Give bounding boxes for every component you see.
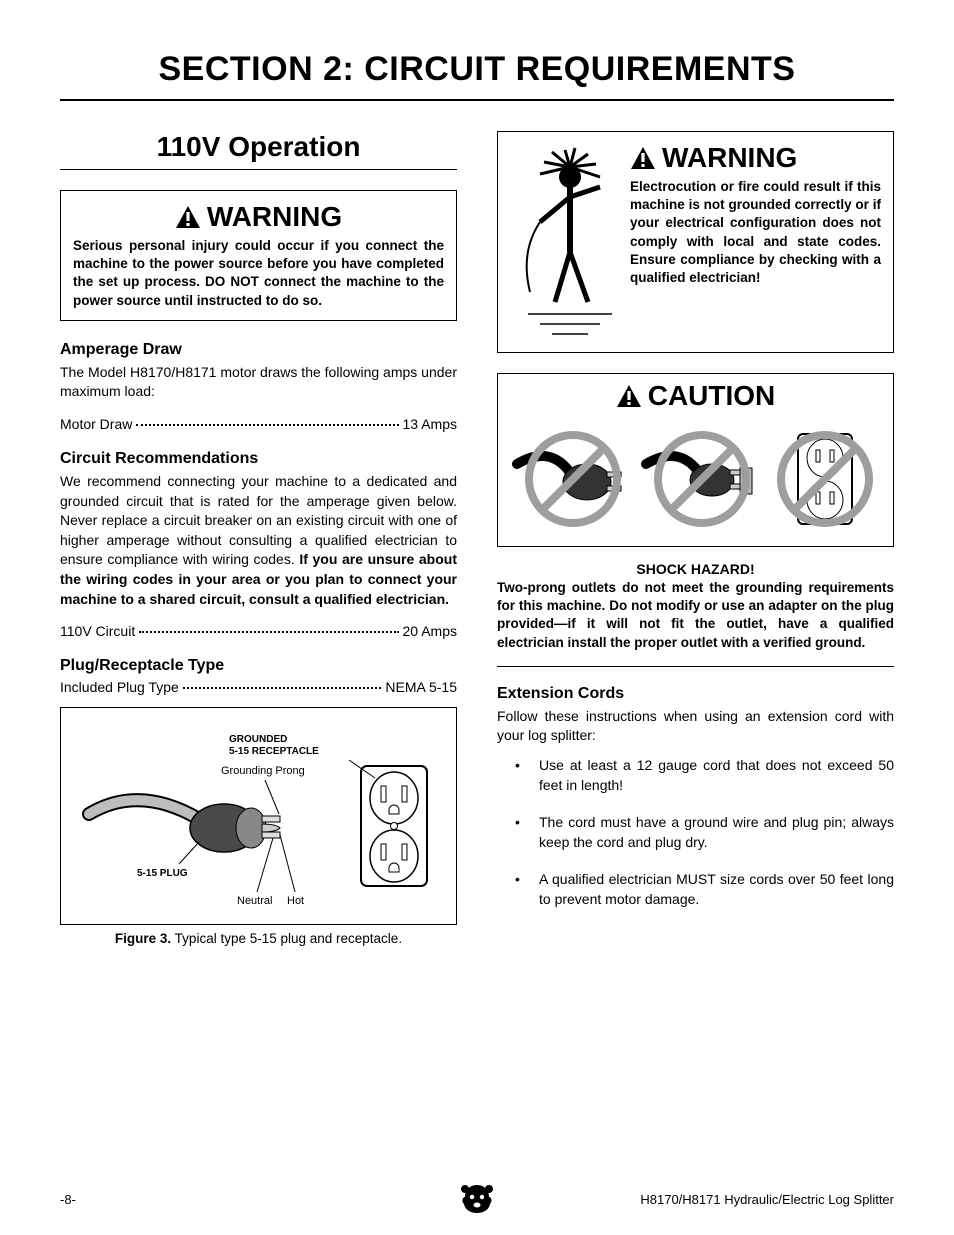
- warning-text: Electrocution or fire could result if th…: [630, 178, 881, 287]
- caution-graphics-row: [498, 418, 893, 546]
- leader-dots: [139, 631, 398, 633]
- extension-intro: Follow these instructions when using an …: [497, 707, 894, 746]
- amperage-row-label: Motor Draw: [60, 416, 132, 432]
- no-outlet-icon: [770, 424, 880, 534]
- warning-label: WARNING: [207, 201, 342, 233]
- svg-text:5-15 RECEPTACLE: 5-15 RECEPTACLE: [229, 746, 319, 757]
- caution-label: CAUTION: [648, 380, 776, 412]
- bear-logo-icon: [459, 1181, 495, 1218]
- warning-label: WARNING: [662, 142, 797, 174]
- footer-page-number: -8-: [60, 1192, 76, 1207]
- two-column-layout: 110V Operation WARNING Serious personal …: [60, 131, 894, 946]
- plug-row-value: NEMA 5-15: [385, 679, 457, 695]
- amperage-heading: Amperage Draw: [60, 341, 457, 359]
- circuit-heading: Circuit Recommendations: [60, 450, 457, 468]
- extension-heading: Extension Cords: [497, 685, 894, 703]
- circuit-body: We recommend connecting your machine to …: [60, 472, 457, 609]
- figure-3-box: GROUNDED 5-15 RECEPTACLE Grounding Prong…: [60, 707, 457, 925]
- circuit-row-value: 20 Amps: [403, 623, 457, 639]
- warning-text: Serious personal injury could occur if y…: [73, 237, 444, 310]
- warning-header: WARNING: [73, 201, 444, 233]
- plug-row: Included Plug Type NEMA 5-15: [60, 679, 457, 695]
- caution-box: CAUTION: [497, 373, 894, 547]
- fig-label-hot: Hot: [287, 895, 304, 907]
- circuit-row: 110V Circuit 20 Amps: [60, 623, 457, 639]
- plug-row-label: Included Plug Type: [60, 679, 179, 695]
- warning-box-electrocution: WARNING Electrocution or fire could resu…: [497, 131, 894, 353]
- footer-doc-title: H8170/H8171 Hydraulic/Electric Log Split…: [640, 1192, 894, 1207]
- electrocution-icon-slot: [510, 142, 620, 342]
- electrocution-icon: [510, 142, 620, 342]
- shock-title: SHOCK HAZARD!: [497, 561, 894, 577]
- fig-label-ground: Grounding Prong: [221, 765, 305, 777]
- leader-dots: [136, 424, 398, 426]
- alert-triangle-icon: [175, 205, 201, 229]
- amperage-intro: The Model H8170/H8171 motor draws the fo…: [60, 363, 457, 402]
- fig-label-neutral: Neutral: [237, 895, 272, 907]
- left-column: 110V Operation WARNING Serious personal …: [60, 131, 457, 946]
- shock-hazard-block: SHOCK HAZARD! Two-prong outlets do not m…: [497, 561, 894, 667]
- amperage-row: Motor Draw 13 Amps: [60, 416, 457, 432]
- list-item: The cord must have a ground wire and plu…: [497, 813, 894, 852]
- page-footer: -8- H8170/H8171 Hydraulic/Electric Log S…: [60, 1192, 894, 1207]
- list-item: Use at least a 12 gauge cord that does n…: [497, 756, 894, 795]
- amperage-row-value: 13 Amps: [403, 416, 457, 432]
- plug-heading: Plug/Receptacle Type: [60, 657, 457, 675]
- warning-box-setup: WARNING Serious personal injury could oc…: [60, 190, 457, 321]
- section-title: SECTION 2: CIRCUIT REQUIREMENTS: [60, 50, 894, 101]
- figure-3-caption-label: Figure 3.: [115, 931, 171, 946]
- warning-text-slot: WARNING Electrocution or fire could resu…: [630, 142, 881, 342]
- warning-header: WARNING: [630, 142, 881, 174]
- alert-triangle-icon: [616, 384, 642, 408]
- no-plug-icon: [640, 424, 760, 534]
- figure-3-caption: Figure 3. Typical type 5-15 plug and rec…: [60, 931, 457, 946]
- list-item: A qualified electrician MUST size cords …: [497, 870, 894, 909]
- right-column: WARNING Electrocution or fire could resu…: [497, 131, 894, 946]
- leader-dots: [183, 687, 382, 689]
- no-plug-icon: [511, 424, 631, 534]
- shock-text: Two-prong outlets do not meet the ground…: [497, 579, 894, 652]
- alert-triangle-icon: [630, 146, 656, 170]
- fig-label-plug: 5-15 PLUG: [137, 868, 188, 879]
- figure-3-caption-text: Typical type 5-15 plug and receptacle.: [171, 931, 402, 946]
- extension-list: Use at least a 12 gauge cord that does n…: [497, 756, 894, 910]
- sub-title: 110V Operation: [60, 131, 457, 170]
- caution-header: CAUTION: [498, 374, 893, 418]
- circuit-row-label: 110V Circuit: [60, 623, 135, 639]
- fig-label-receptacle: GROUNDED: [229, 734, 287, 745]
- plug-receptacle-diagram: GROUNDED 5-15 RECEPTACLE Grounding Prong…: [79, 724, 439, 914]
